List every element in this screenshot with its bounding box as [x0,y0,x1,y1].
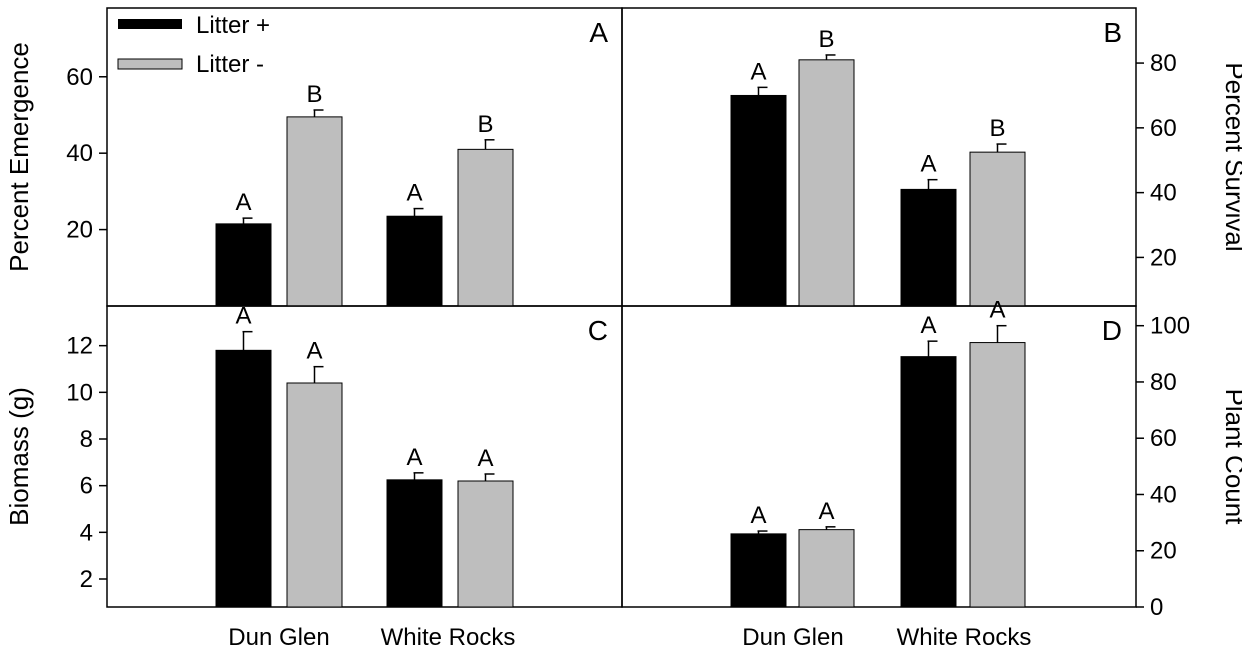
panel-d-frame [621,305,1137,608]
panel-b: 20 40 60 80 Percent Survival B A B A B [621,7,1242,307]
legend-swatch-litter-plus [118,19,182,29]
panel-d-ytick-label: 80 [1150,369,1177,396]
panel-d-bar-white-rocks-litter-minus [969,342,1026,608]
panel-c-sig-dun-glen-litter-minus: A [306,338,322,365]
panel-d-ytick-label: 60 [1150,425,1177,452]
panel-a-letter: A [589,17,608,48]
panel-a-bar-dun-glen-litter-minus [286,116,343,307]
panel-c-ytick-label: 2 [80,566,93,593]
legend-swatch-litter-minus [117,58,183,70]
panel-a-bar-white-rocks-litter-plus [386,215,443,307]
panel-b-ytick-label: 80 [1150,50,1177,77]
panel-b-sig-white-rocks-litter-minus: B [989,115,1005,142]
panel-d-bar-white-rocks-litter-plus [900,356,957,608]
panel-c-sig-dun-glen-litter-plus: A [235,303,251,330]
panel-c-letter: C [588,315,608,346]
panel-c-ytick-label: 8 [80,426,93,453]
panel-d-ylabel: Plant Count [1220,389,1242,526]
panel-c-bar-white-rocks-litter-minus [457,480,514,608]
legend-label-litter-minus: Litter - [196,51,264,78]
panel-a-frame [106,7,623,307]
panel-c-ytick-label: 12 [66,333,93,360]
panel-c-bar-white-rocks-litter-plus [386,479,443,608]
panel-a-sig-dun-glen-litter-minus: B [306,81,322,108]
panel-d-ytick-label: 40 [1150,481,1177,508]
panel-c-sig-white-rocks-litter-plus: A [406,444,422,471]
panel-d-sig-dun-glen-litter-plus: A [750,502,766,529]
panel-a-sig-dun-glen-litter-plus: A [235,189,251,216]
panel-d-sig-white-rocks-litter-plus: A [920,312,936,339]
panel-d-ytick-label: 0 [1150,594,1163,621]
panel-c-ytick-label: 10 [66,379,93,406]
panel-d-letter: D [1102,315,1122,346]
panel-c: 2 4 6 8 10 12 Biomass (g) C A A A A [4,303,623,608]
panel-b-bar-dun-glen-litter-plus [730,94,787,307]
panel-c-ytick-label: 6 [80,473,93,500]
panel-a-sig-white-rocks-litter-plus: A [406,180,422,207]
panel-d-ytick-label: 20 [1150,538,1177,565]
panel-b-ytick-label: 20 [1150,244,1177,271]
x-label-white-rocks-left: White Rocks [381,624,516,651]
panel-b-bar-dun-glen-litter-minus [798,59,855,307]
panel-b-ytick-label: 40 [1150,180,1177,207]
panel-c-bar-dun-glen-litter-minus [286,382,343,608]
x-label-dun-glen-right: Dun Glen [742,624,843,651]
panel-c-ylabel: Biomass (g) [4,387,34,526]
panel-d: 0 20 40 60 80 100 Plant Count D A A A A [621,297,1242,621]
panel-b-bar-white-rocks-litter-plus [900,188,957,307]
panel-a-ytick-label: 40 [66,140,93,167]
panel-c-ytick-label: 4 [80,519,93,546]
panel-c-sig-white-rocks-litter-minus: A [477,445,493,472]
panel-b-ylabel: Percent Survival [1220,62,1242,251]
panel-a-ylabel: Percent Emergence [4,42,34,272]
legend: Litter + Litter - [117,12,270,78]
panel-c-bar-dun-glen-litter-plus [215,349,272,608]
panel-a-bar-white-rocks-litter-minus [457,148,514,307]
panel-b-sig-white-rocks-litter-plus: A [920,151,936,178]
panel-a-ytick-label: 60 [66,64,93,91]
panel-b-sig-dun-glen-litter-minus: B [818,26,834,53]
x-category-labels: Dun Glen White Rocks Dun Glen White Rock… [228,624,1031,651]
panel-a-ytick-label: 20 [66,217,93,244]
panel-b-letter: B [1103,17,1122,48]
panel-a-bar-dun-glen-litter-plus [215,223,272,307]
x-label-dun-glen-left: Dun Glen [228,624,329,651]
panel-a-sig-white-rocks-litter-minus: B [477,111,493,138]
x-label-white-rocks-right: White Rocks [897,624,1032,651]
panel-b-frame [621,7,1137,307]
legend-label-litter-plus: Litter + [196,12,270,39]
panel-d-ytick-label: 100 [1150,313,1190,340]
panel-d-bar-dun-glen-litter-plus [730,533,787,608]
panel-b-ytick-label: 60 [1150,115,1177,142]
panel-b-bar-white-rocks-litter-minus [969,151,1026,307]
panel-c-frame [106,305,623,608]
panel-a: 20 40 60 Percent Emergence A A B A B [4,7,623,307]
panel-d-sig-white-rocks-litter-minus: A [989,297,1005,324]
panel-d-bar-dun-glen-litter-minus [798,529,855,608]
panel-b-sig-dun-glen-litter-plus: A [750,58,766,85]
panel-d-sig-dun-glen-litter-minus: A [818,498,834,525]
